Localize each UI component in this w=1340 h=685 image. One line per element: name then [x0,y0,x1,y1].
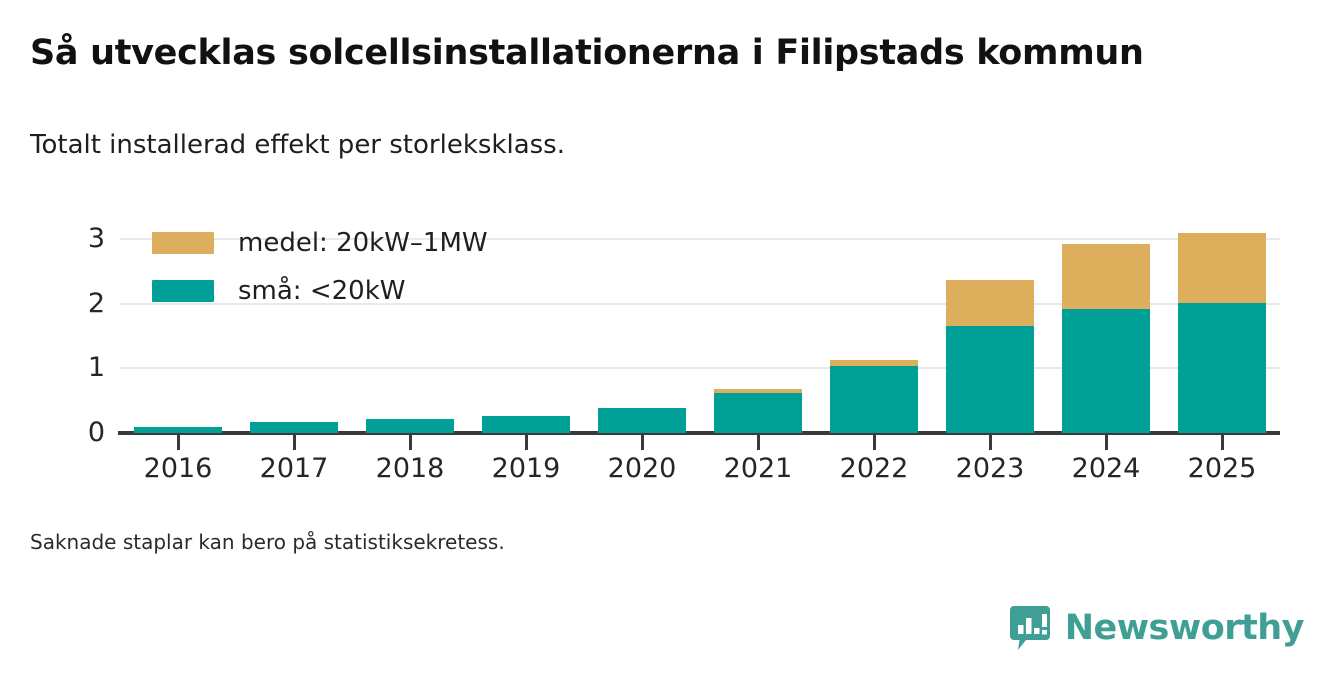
legend-item[interactable]: medel: 20kW–1MW [152,226,488,260]
x-axis-label-2023: 2023 [955,453,1025,484]
legend-label: medel: 20kW–1MW [238,228,488,258]
legend-swatch [152,280,214,302]
chart-bubble-icon [1009,605,1051,651]
page-subtitle: Totalt installerad effekt per storlekskl… [30,130,565,160]
bar-segment[interactable] [946,325,1034,433]
chart-footnote: Saknade staplar kan bero på statistiksek… [30,530,505,554]
bar-segment[interactable] [482,416,570,433]
x-axis-label-2020: 2020 [607,453,677,484]
x-axis-label-2017: 2017 [259,453,329,484]
page-title: Så utvecklas solcellsinstallationerna i … [30,33,1144,73]
bar-segment[interactable] [134,426,222,433]
bar-group[interactable] [366,0,454,433]
brand-logo: Newsworthy [1009,603,1305,653]
x-axis-tick [409,435,412,450]
y-axis-tick-value: 2 [87,287,105,319]
bar-group[interactable] [830,0,918,433]
bar-group[interactable] [134,0,222,433]
bar-segment[interactable] [946,279,1034,326]
legend-item[interactable]: små: <20kW [152,274,488,308]
bar-group[interactable] [250,0,338,433]
bar-group[interactable] [1178,0,1266,433]
x-axis-tick [1105,435,1108,450]
x-axis-tick [177,435,180,450]
x-axis-label-2022: 2022 [839,453,909,484]
y-axis-tick-value: 1 [87,352,105,384]
legend-swatch [152,232,214,254]
x-axis-tick [641,435,644,450]
bar-segment[interactable] [830,359,918,366]
bar-segment[interactable] [830,365,918,433]
gridline-1 [120,367,1280,370]
gridline-3 [120,238,1280,240]
x-axis-label-2019: 2019 [491,453,561,484]
bar-segment[interactable] [1178,233,1266,303]
legend-label: små: <20kW [238,276,406,306]
bar-segment[interactable] [250,422,338,433]
bar-group[interactable] [482,0,570,433]
x-axis-label-2024: 2024 [1071,453,1141,484]
bar-segment[interactable] [598,407,686,433]
bar-segment[interactable] [714,389,802,393]
x-axis-label-2025: 2025 [1187,453,1257,484]
brand-name: Newsworthy [1064,607,1305,648]
gridline-2 [120,302,1280,305]
bar-segment[interactable] [714,392,802,433]
x-axis-tick [525,435,528,450]
x-axis-label-2021: 2021 [723,453,793,484]
x-axis-label-2016: 2016 [143,453,213,484]
x-axis-tick [293,435,296,450]
x-axis-label-2018: 2018 [375,453,445,484]
bar-group[interactable] [946,0,1034,433]
bar-segment[interactable] [1062,244,1150,310]
bar-group[interactable] [598,0,686,433]
bar-segment[interactable] [1178,303,1266,433]
chart-legend: medel: 20kW–1MW små: <20kW [152,226,488,322]
x-axis-tick [1221,435,1224,450]
x-axis-tick [989,435,992,450]
bar-segment[interactable] [1062,309,1150,433]
y-axis-tick-value: 3 [87,223,105,254]
y-axis-tick-value: 0 [87,417,105,448]
bar-group[interactable] [714,0,802,433]
x-axis-tick [873,435,876,450]
x-axis-tick [757,435,760,450]
x-axis-line [118,431,1280,435]
bar-group[interactable] [1062,0,1150,433]
bar-segment[interactable] [366,419,454,433]
